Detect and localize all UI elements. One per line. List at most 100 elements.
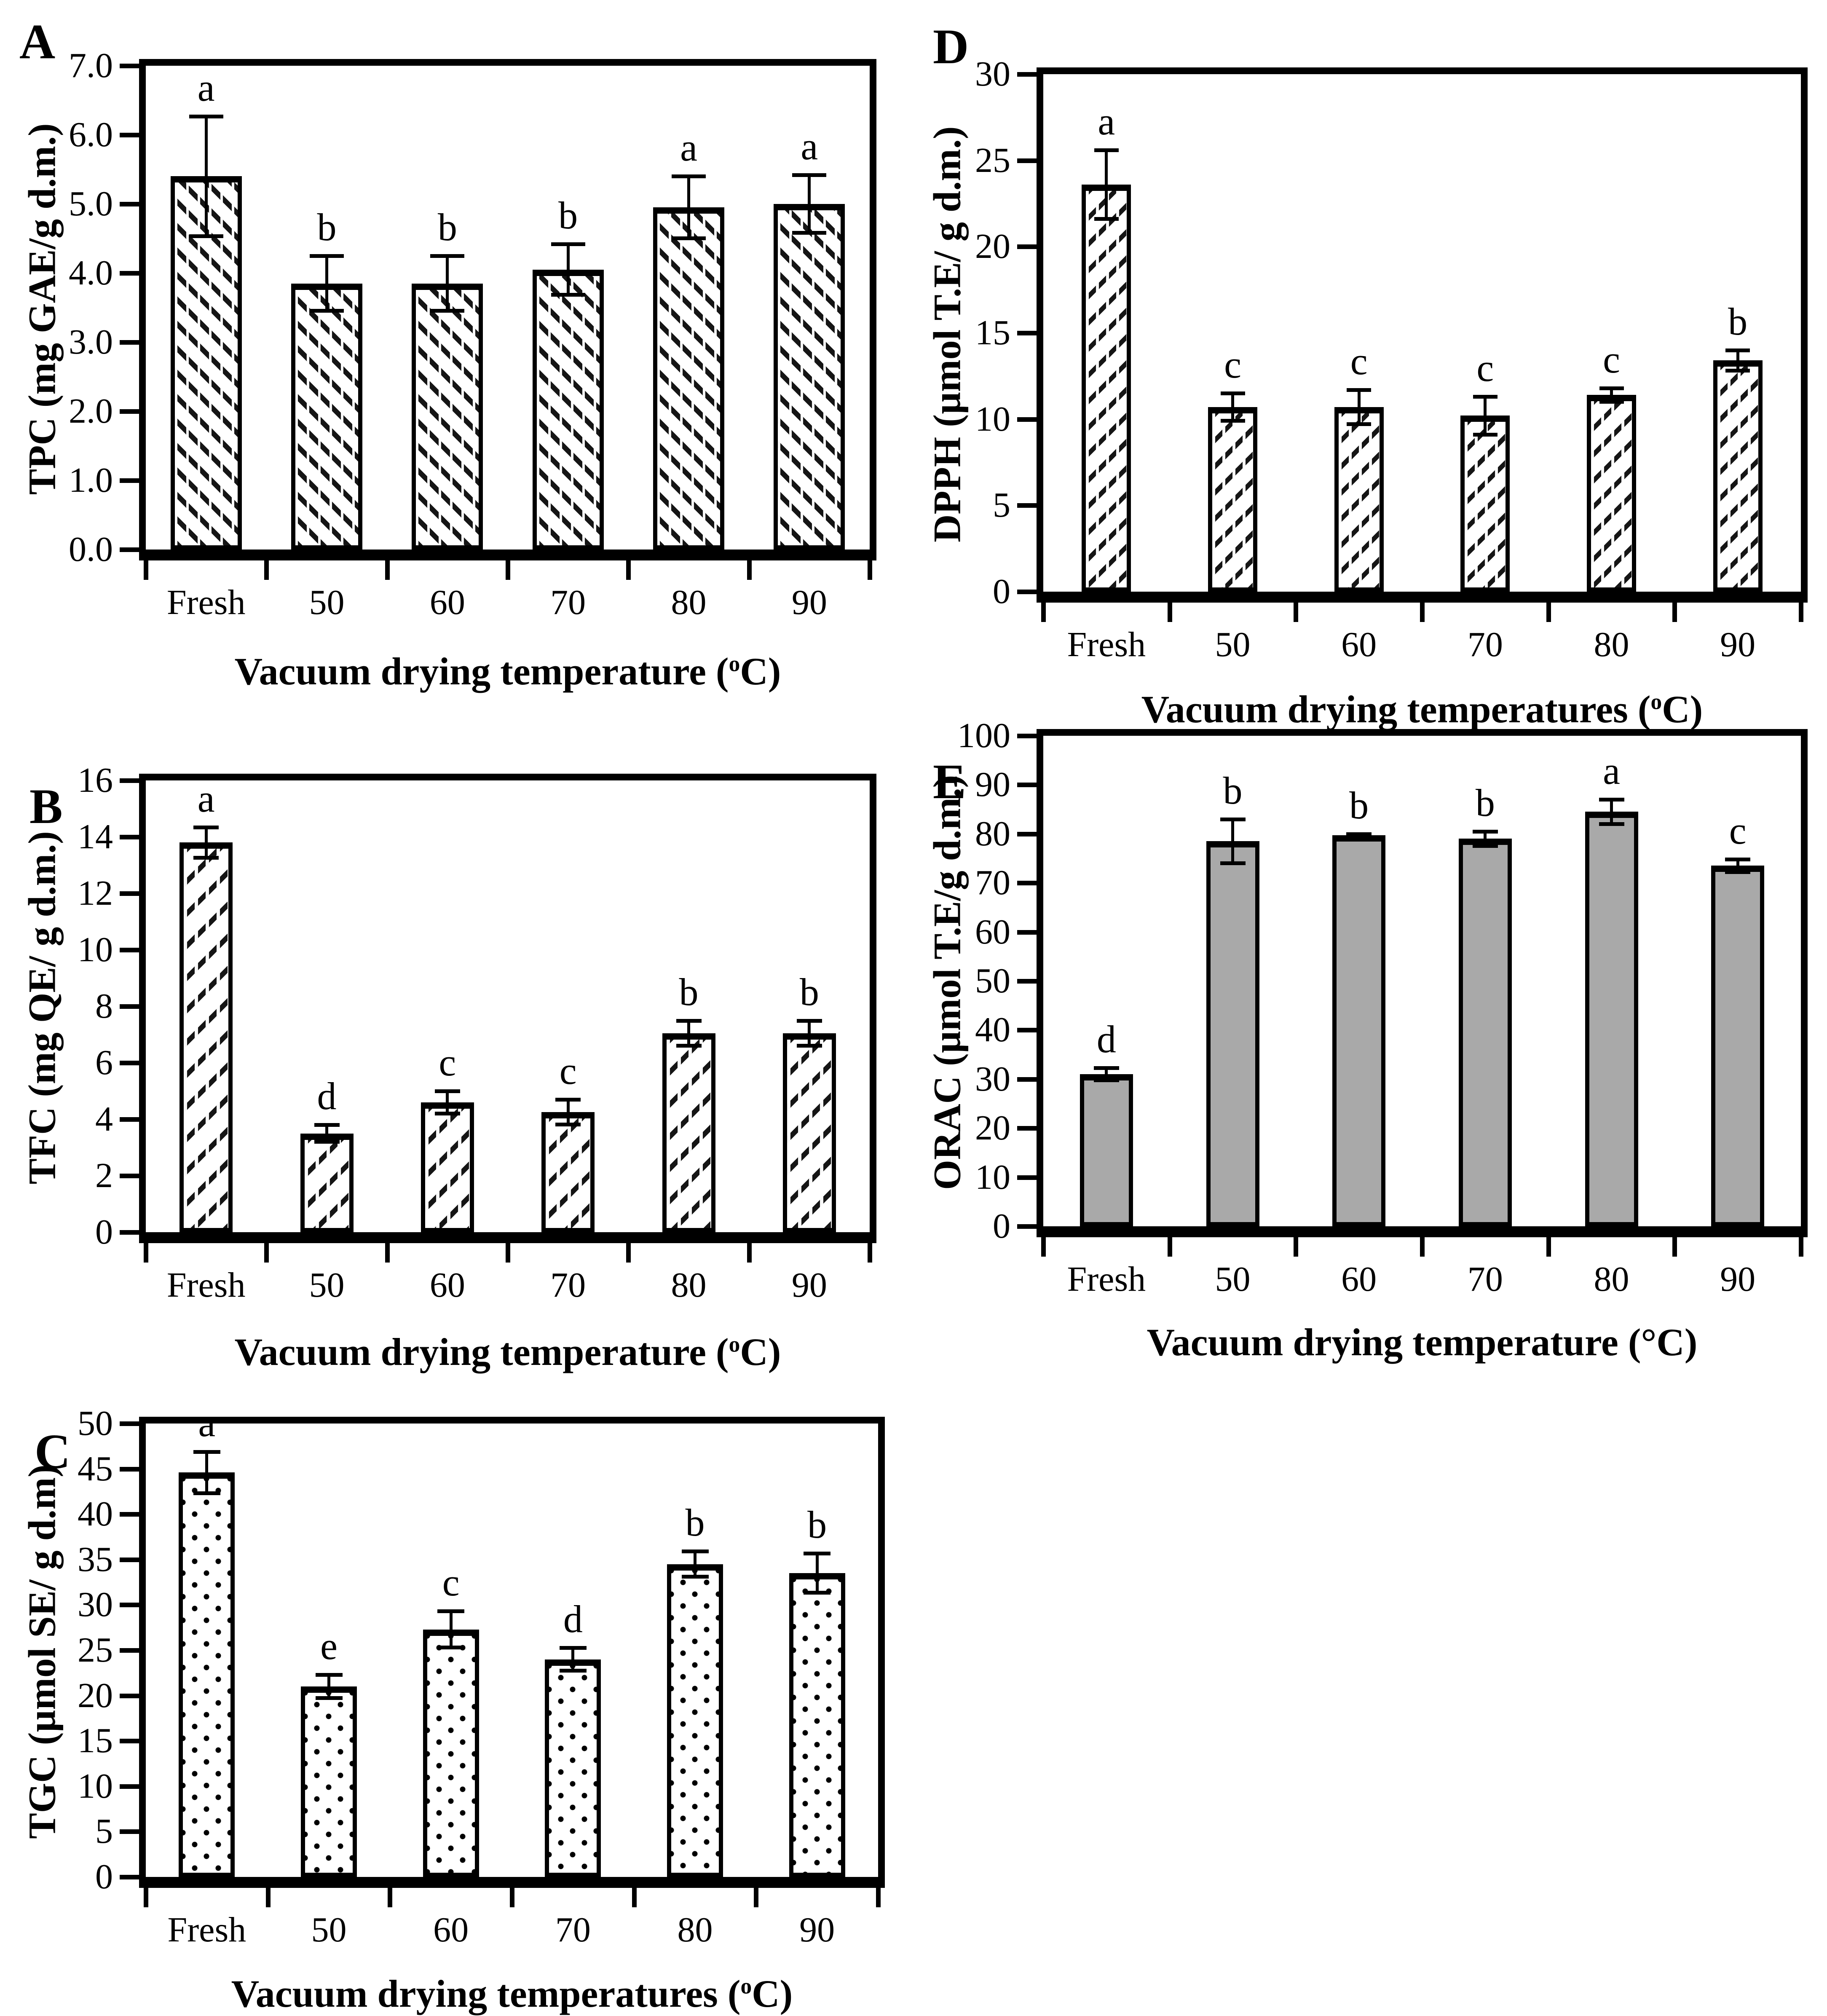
error-bar-cap-bottom: [1725, 870, 1751, 874]
y-tick-label: 35: [78, 1539, 113, 1579]
x-axis-tick: [385, 1243, 390, 1263]
x-axis-tick: [144, 560, 148, 580]
y-axis-tick: [120, 948, 139, 952]
significance-letter: b: [437, 206, 457, 249]
y-axis-tick: [120, 1739, 139, 1744]
y-tick-label: 90: [975, 765, 1010, 804]
x-axis-tick: [1294, 603, 1299, 622]
x-axis-title: Vacuum drying temperatures (oC): [231, 1972, 793, 2015]
y-axis-tick: [1017, 1077, 1037, 1082]
y-axis-tick: [120, 1230, 139, 1235]
x-tick-label: 70: [550, 583, 586, 622]
significance-letter: c: [1476, 346, 1494, 390]
error-bar-cap-top: [1220, 817, 1246, 821]
error-bar-cap-top: [314, 1123, 340, 1127]
x-tick-label: 50: [309, 1265, 345, 1305]
significance-letter: c: [442, 1561, 460, 1604]
x-axis-tick: [626, 560, 631, 580]
significance-letter: b: [558, 194, 578, 237]
x-axis-tick: [1167, 603, 1172, 622]
x-axis-tick: [632, 1888, 637, 1907]
y-tick-label: 60: [975, 912, 1010, 952]
x-axis-tick: [510, 1888, 514, 1907]
y-axis-tick: [120, 202, 139, 206]
y-axis-tick: [1017, 417, 1037, 422]
significance-letter: d: [317, 1075, 337, 1118]
x-tick-label: 50: [309, 583, 345, 622]
error-bar-stem: [815, 1553, 819, 1593]
error-bar-stem: [1231, 819, 1234, 863]
error-bar-cap-bottom: [796, 1043, 822, 1048]
y-axis-title: ORAC (µmol T.E/g d.m.): [925, 775, 969, 1190]
error-bar-stem: [446, 1091, 449, 1114]
error-bar-cap-top: [193, 1450, 220, 1454]
x-axis-tick: [1799, 1237, 1803, 1257]
error-bar-cap-top: [1220, 391, 1245, 396]
x-axis-title: Vacuum drying temperature (oC): [234, 650, 781, 693]
x-axis-tick: [388, 1888, 393, 1907]
y-axis-tick: [120, 891, 139, 896]
x-tick-label: 90: [799, 1910, 835, 1949]
error-bar-stem: [1484, 831, 1487, 846]
error-bar-cap-bottom: [1725, 369, 1750, 373]
error-bar-stem: [566, 1099, 570, 1125]
y-axis-tick: [1017, 783, 1037, 788]
x-axis-tick: [264, 560, 269, 580]
y-tick-label: 6.0: [69, 115, 113, 154]
x-tick-label: 70: [550, 1265, 586, 1305]
x-axis-tick: [144, 1888, 148, 1907]
x-tick-label: 60: [1341, 1260, 1377, 1299]
x-axis-tick: [1672, 1237, 1677, 1257]
bar: [1587, 395, 1636, 592]
error-bar-stem: [1610, 388, 1613, 402]
panel-letter: D: [933, 19, 969, 74]
bar: [662, 1033, 715, 1232]
error-bar-cap-bottom: [804, 1591, 831, 1595]
error-bar-stem: [327, 1675, 330, 1699]
y-axis-tick: [120, 340, 139, 345]
error-bar-cap-bottom: [676, 1043, 702, 1048]
error-bar-cap-top: [193, 825, 219, 829]
x-tick-label: 60: [433, 1910, 469, 1949]
x-tick-label: 90: [1720, 625, 1756, 664]
bar: [179, 842, 233, 1232]
bar: [667, 1564, 723, 1877]
significance-letter: c: [1603, 338, 1620, 381]
bar: [170, 176, 242, 550]
bar: [1208, 407, 1257, 592]
y-tick-label: 15: [78, 1721, 113, 1761]
error-bar-cap-bottom: [672, 236, 706, 240]
y-tick-label: 15: [975, 313, 1010, 352]
chart-D: D 0 5 10 15 20 25 30 a Fresh c 50 c 60 c 70 c 80 b 90 Vacuum…: [917, 0, 1827, 731]
bar: [653, 207, 724, 550]
x-axis-tick: [1546, 603, 1551, 622]
error-bar-cap-top: [434, 1089, 460, 1093]
y-tick-label: 0: [95, 1857, 113, 1896]
y-axis-tick: [120, 778, 139, 783]
bar: [421, 1102, 474, 1232]
error-bar-cap-bottom: [314, 1139, 340, 1144]
error-bar-stem: [1231, 393, 1234, 421]
x-tick-label: Fresh: [1067, 625, 1146, 664]
y-tick-label: 0.0: [69, 530, 113, 569]
x-axis-tick: [1294, 1237, 1299, 1257]
y-tick-label: 5.0: [69, 184, 113, 223]
error-bar-cap-top: [1599, 798, 1624, 802]
significance-letter: a: [198, 1401, 216, 1445]
y-axis-tick: [1017, 503, 1037, 508]
y-axis-tick: [1017, 1126, 1037, 1131]
significance-letter: e: [320, 1625, 338, 1668]
error-bar-stem: [446, 256, 449, 311]
error-bar-cap-top: [315, 1673, 343, 1677]
y-axis-tick: [1017, 1028, 1037, 1033]
error-bar-stem: [204, 827, 208, 858]
x-axis-tick: [1041, 1237, 1046, 1257]
y-tick-label: 3.0: [69, 322, 113, 362]
x-axis-tick: [506, 560, 510, 580]
y-tick-label: 0: [95, 1212, 113, 1252]
chart-E: E 0 10 20 30 40 50 60 70 80 90 100 d Fresh b 50 b 60 b 70 a 8…: [917, 716, 1827, 1391]
y-axis-tick: [120, 1174, 139, 1178]
error-bar-stem: [1357, 390, 1361, 424]
significance-letter: d: [563, 1597, 583, 1641]
